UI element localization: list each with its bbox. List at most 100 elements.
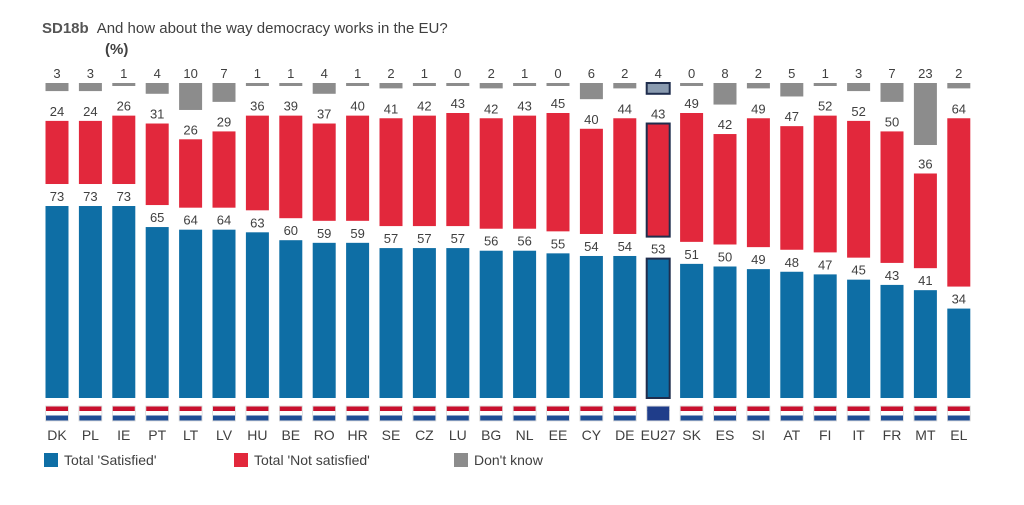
flags-layer <box>45 405 971 422</box>
bar-dont-know-hr <box>346 83 370 86</box>
bar-satisfied-hr <box>346 242 370 398</box>
unit-label: (%) <box>105 41 129 58</box>
label-dont-know-hr: 1 <box>354 66 361 81</box>
label-satisfied-sk: 51 <box>684 247 698 262</box>
bar-satisfied-at <box>780 271 804 398</box>
category-label-lu: LU <box>449 427 467 443</box>
label-not-satisfied-cz: 42 <box>417 99 431 114</box>
bar-dont-know-at <box>780 83 804 97</box>
label-satisfied-be: 60 <box>284 223 298 238</box>
bar-not-satisfied-ie <box>112 115 136 185</box>
bar-not-satisfied-fi <box>813 115 837 253</box>
label-satisfied-mt: 41 <box>918 273 932 288</box>
flag-dk-icon <box>45 405 69 422</box>
label-not-satisfied-el: 64 <box>952 101 966 116</box>
label-not-satisfied-eu27: 43 <box>651 107 665 122</box>
label-satisfied-de: 54 <box>618 239 632 254</box>
bar-satisfied-es <box>713 266 737 398</box>
label-dont-know-bg: 2 <box>488 66 495 81</box>
label-not-satisfied-ie: 26 <box>117 99 131 114</box>
legend-item-not-satisfied: Total 'Not satisfied' <box>234 452 370 468</box>
category-label-cz: CZ <box>415 427 434 443</box>
label-dont-know-fi: 1 <box>822 66 829 81</box>
label-not-satisfied-it: 52 <box>851 104 865 119</box>
label-satisfied-ie: 73 <box>117 189 131 204</box>
label-dont-know-ie: 1 <box>120 66 127 81</box>
bar-dont-know-be <box>279 83 303 86</box>
category-label-hu: HU <box>247 427 267 443</box>
bar-dont-know-el <box>947 83 971 89</box>
bar-not-satisfied-mt <box>913 173 937 269</box>
label-not-satisfied-lu: 43 <box>451 96 465 111</box>
bar-satisfied-el <box>947 308 971 398</box>
flag-cz-icon <box>412 405 437 422</box>
label-satisfied-lt: 64 <box>183 213 197 228</box>
bar-dont-know-pl <box>78 83 102 92</box>
flag-hr-icon <box>345 405 370 422</box>
category-label-sk: SK <box>682 427 701 443</box>
label-not-satisfied-hu: 36 <box>250 99 264 114</box>
label-dont-know-dk: 3 <box>53 66 60 81</box>
bar-dont-know-de <box>613 83 637 89</box>
category-label-nl: NL <box>516 427 534 443</box>
label-satisfied-eu27: 53 <box>651 242 665 257</box>
label-satisfied-pt: 65 <box>150 210 164 225</box>
bar-not-satisfied-be <box>279 115 303 219</box>
bar-dont-know-sk <box>680 83 704 86</box>
bar-dont-know-bg <box>479 83 503 89</box>
label-satisfied-se: 57 <box>384 231 398 246</box>
label-satisfied-si: 49 <box>751 252 765 267</box>
flag-ie-icon <box>112 405 136 422</box>
flag-lv-icon <box>212 405 236 422</box>
label-satisfied-fi: 47 <box>818 257 832 272</box>
label-not-satisfied-es: 42 <box>718 117 732 132</box>
bar-not-satisfied-cz <box>412 115 436 227</box>
label-satisfied-fr: 43 <box>885 268 899 283</box>
label-satisfied-bg: 56 <box>484 234 498 249</box>
category-label-se: SE <box>382 427 401 443</box>
bar-satisfied-bg <box>479 250 503 398</box>
bar-satisfied-pt <box>145 227 169 398</box>
bar-satisfied-se <box>379 248 403 398</box>
flag-de-icon <box>612 405 637 422</box>
bar-satisfied-ie <box>112 206 136 398</box>
bar-not-satisfied-eu27 <box>645 122 671 238</box>
label-dont-know-sk: 0 <box>688 66 695 81</box>
bar-satisfied-nl <box>513 250 537 398</box>
bar-dont-know-fi <box>813 83 837 86</box>
bar-not-satisfied-lv <box>212 131 236 208</box>
flag-el-icon <box>946 405 971 422</box>
label-dont-know-be: 1 <box>287 66 294 81</box>
bar-satisfied-hu <box>245 232 269 398</box>
bar-dont-know-lv <box>212 83 236 102</box>
label-dont-know-el: 2 <box>955 66 962 81</box>
label-satisfied-hr: 59 <box>350 226 364 241</box>
bar-not-satisfied-cy <box>579 128 603 234</box>
bar-not-satisfied-fr <box>880 131 904 263</box>
label-not-satisfied-at: 47 <box>785 109 799 124</box>
label-dont-know-lt: 10 <box>183 66 197 81</box>
label-not-satisfied-sk: 49 <box>684 96 698 111</box>
flag-fr-icon <box>880 405 904 422</box>
bar-dont-know-es <box>713 83 737 105</box>
label-dont-know-lv: 7 <box>220 66 227 81</box>
flag-nl-icon <box>512 405 537 422</box>
flag-pl-icon <box>78 405 103 422</box>
flag-lt-icon <box>178 405 203 422</box>
flag-at-icon <box>779 405 804 422</box>
bar-dont-know-lt <box>179 83 203 110</box>
legend-swatch-dont-know <box>454 453 468 467</box>
label-satisfied-cy: 54 <box>584 239 598 254</box>
bar-dont-know-ie <box>112 83 136 86</box>
label-satisfied-el: 34 <box>952 292 966 307</box>
flag-be-icon <box>278 405 303 422</box>
bar-satisfied-ro <box>312 242 336 398</box>
bar-not-satisfied-si <box>746 118 770 248</box>
bar-satisfied-de <box>613 255 637 398</box>
bar-satisfied-ee <box>546 253 570 398</box>
category-label-at: AT <box>783 427 800 443</box>
legend-label-not-satisfied: Total 'Not satisfied' <box>254 452 370 468</box>
label-not-satisfied-nl: 43 <box>517 99 531 114</box>
bar-satisfied-si <box>746 269 770 398</box>
category-label-fr: FR <box>883 427 902 443</box>
